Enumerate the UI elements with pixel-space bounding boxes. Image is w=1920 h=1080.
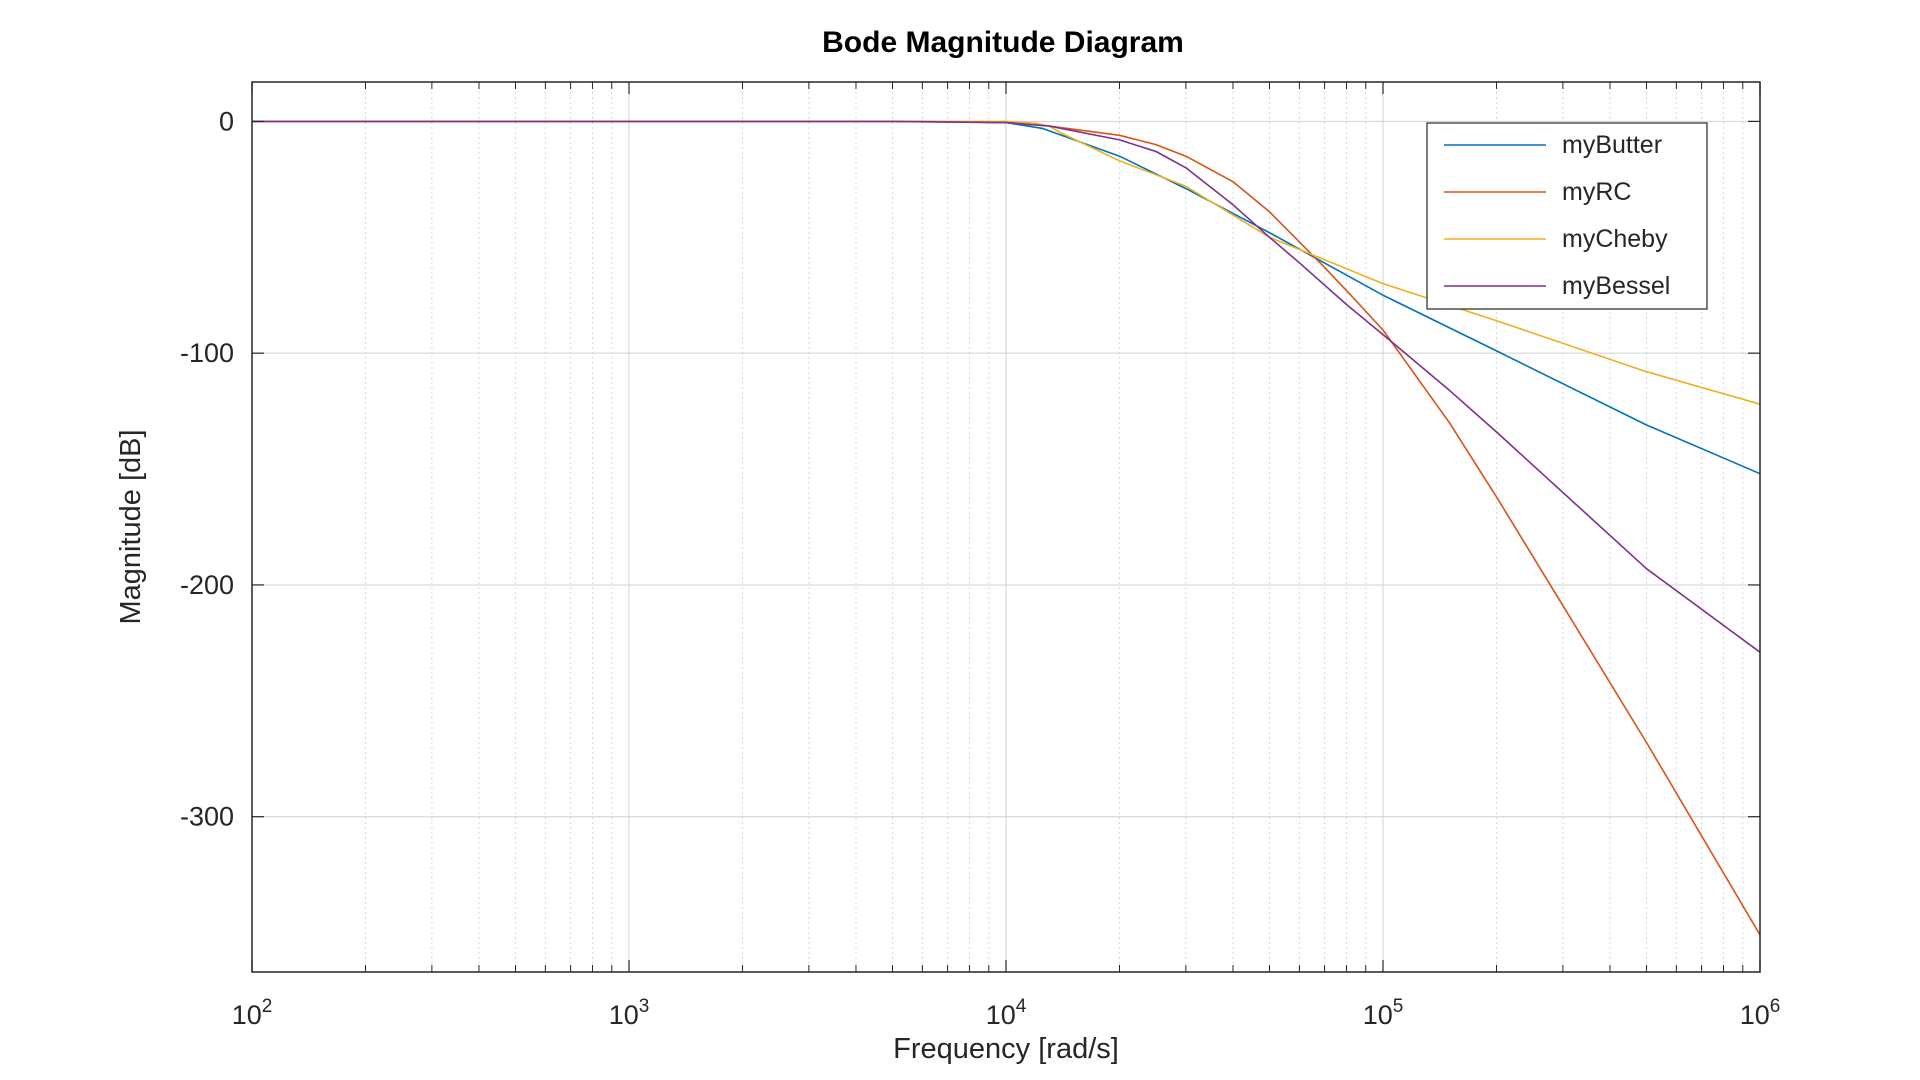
x-tick-base: 10 [232,1000,262,1030]
x-tick-label: 106 [1740,996,1781,1030]
tick-marks [251,82,1761,972]
x-tick-base: 10 [1740,1000,1770,1030]
y-axis-label: Magnitude [dB] [115,429,147,624]
x-tick-exponent: 5 [1393,996,1404,1017]
y-tick-labels: 0 -100 -200 -300 [180,106,234,831]
x-tick-exponent: 2 [262,996,273,1017]
x-tick-label: 105 [1363,996,1404,1030]
legend: myButter myRC myCheby myBessel [1426,122,1708,310]
legend-label-myrc: myRC [1562,178,1631,206]
legend-label-mybessel: myBessel [1562,272,1670,300]
series-lines [252,120,1761,936]
x-tick-labels: 102 103 104 105 106 [232,996,1781,1030]
y-tick-label: -100 [180,338,234,368]
legend-label-mycheby: myCheby [1562,225,1668,253]
x-tick-base: 10 [609,1000,639,1030]
x-tick-label: 103 [609,996,650,1030]
x-tick-label: 104 [986,996,1027,1030]
legend-label-mybutter: myButter [1562,131,1662,159]
series-line-mybessel [252,120,1761,653]
y-tick-label: 0 [219,106,234,136]
x-tick-exponent: 4 [1016,996,1027,1017]
x-tick-label: 102 [232,996,273,1030]
y-tick-label: -200 [180,570,234,600]
x-tick-base: 10 [1363,1000,1393,1030]
chart-title: Bode Magnitude Diagram [822,26,1184,59]
minor-grid [364,82,1744,972]
x-tick-base: 10 [986,1000,1016,1030]
legend-entries: myButter myRC myCheby myBessel [1444,131,1670,300]
x-tick-exponent: 6 [1770,996,1781,1017]
x-tick-exponent: 3 [639,996,650,1017]
legend-box [1426,122,1708,310]
x-axis-label: Frequency [rad/s] [893,1033,1119,1065]
y-tick-label: -300 [180,802,234,832]
